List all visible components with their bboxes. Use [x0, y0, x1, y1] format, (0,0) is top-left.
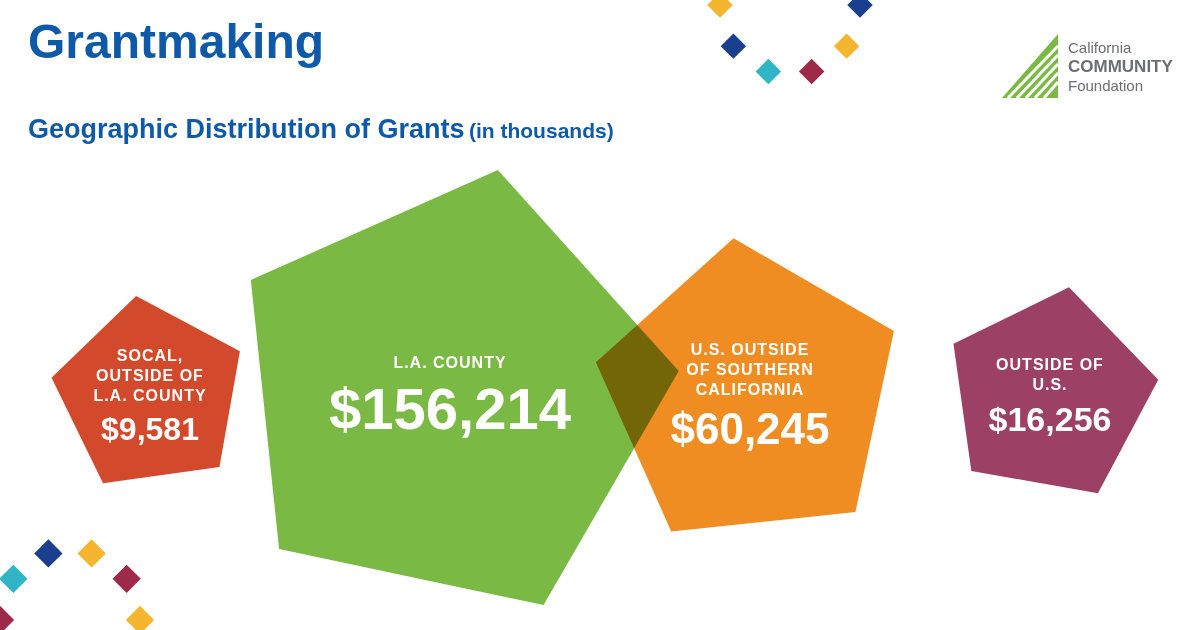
svg-text:SOCAL,: SOCAL,	[117, 347, 183, 364]
html-text:Geographic Distribution of Gra: Geographic Distribution of Grants (in th…	[28, 114, 614, 144]
svg-text:L.A. COUNTY: L.A. COUNTY	[393, 354, 506, 371]
html-text:Grantmaking: Grantmaking	[28, 15, 325, 68]
svg-text:$60,245: $60,245	[670, 404, 829, 453]
svg-text:CALIFORNIA: CALIFORNIA	[696, 381, 805, 398]
html-text:COMMUNITY: COMMUNITY	[1068, 56, 1173, 76]
svg-text:U.S. OUTSIDE: U.S. OUTSIDE	[691, 341, 810, 358]
svg-text:OUTSIDE OF: OUTSIDE OF	[96, 367, 204, 384]
html-text:California: California	[1068, 38, 1132, 56]
svg-text:OF SOUTHERN: OF SOUTHERN	[686, 361, 813, 378]
html-text:Foundation: Foundation	[1068, 76, 1144, 94]
svg-text:$156,214: $156,214	[329, 376, 571, 441]
svg-text:OUTSIDE OF: OUTSIDE OF	[996, 356, 1104, 373]
svg-text:$16,256: $16,256	[989, 400, 1112, 438]
svg-text:$9,581: $9,581	[101, 411, 199, 447]
svg-text:U.S.: U.S.	[1032, 376, 1067, 393]
svg-text:L.A. COUNTY: L.A. COUNTY	[93, 387, 206, 404]
